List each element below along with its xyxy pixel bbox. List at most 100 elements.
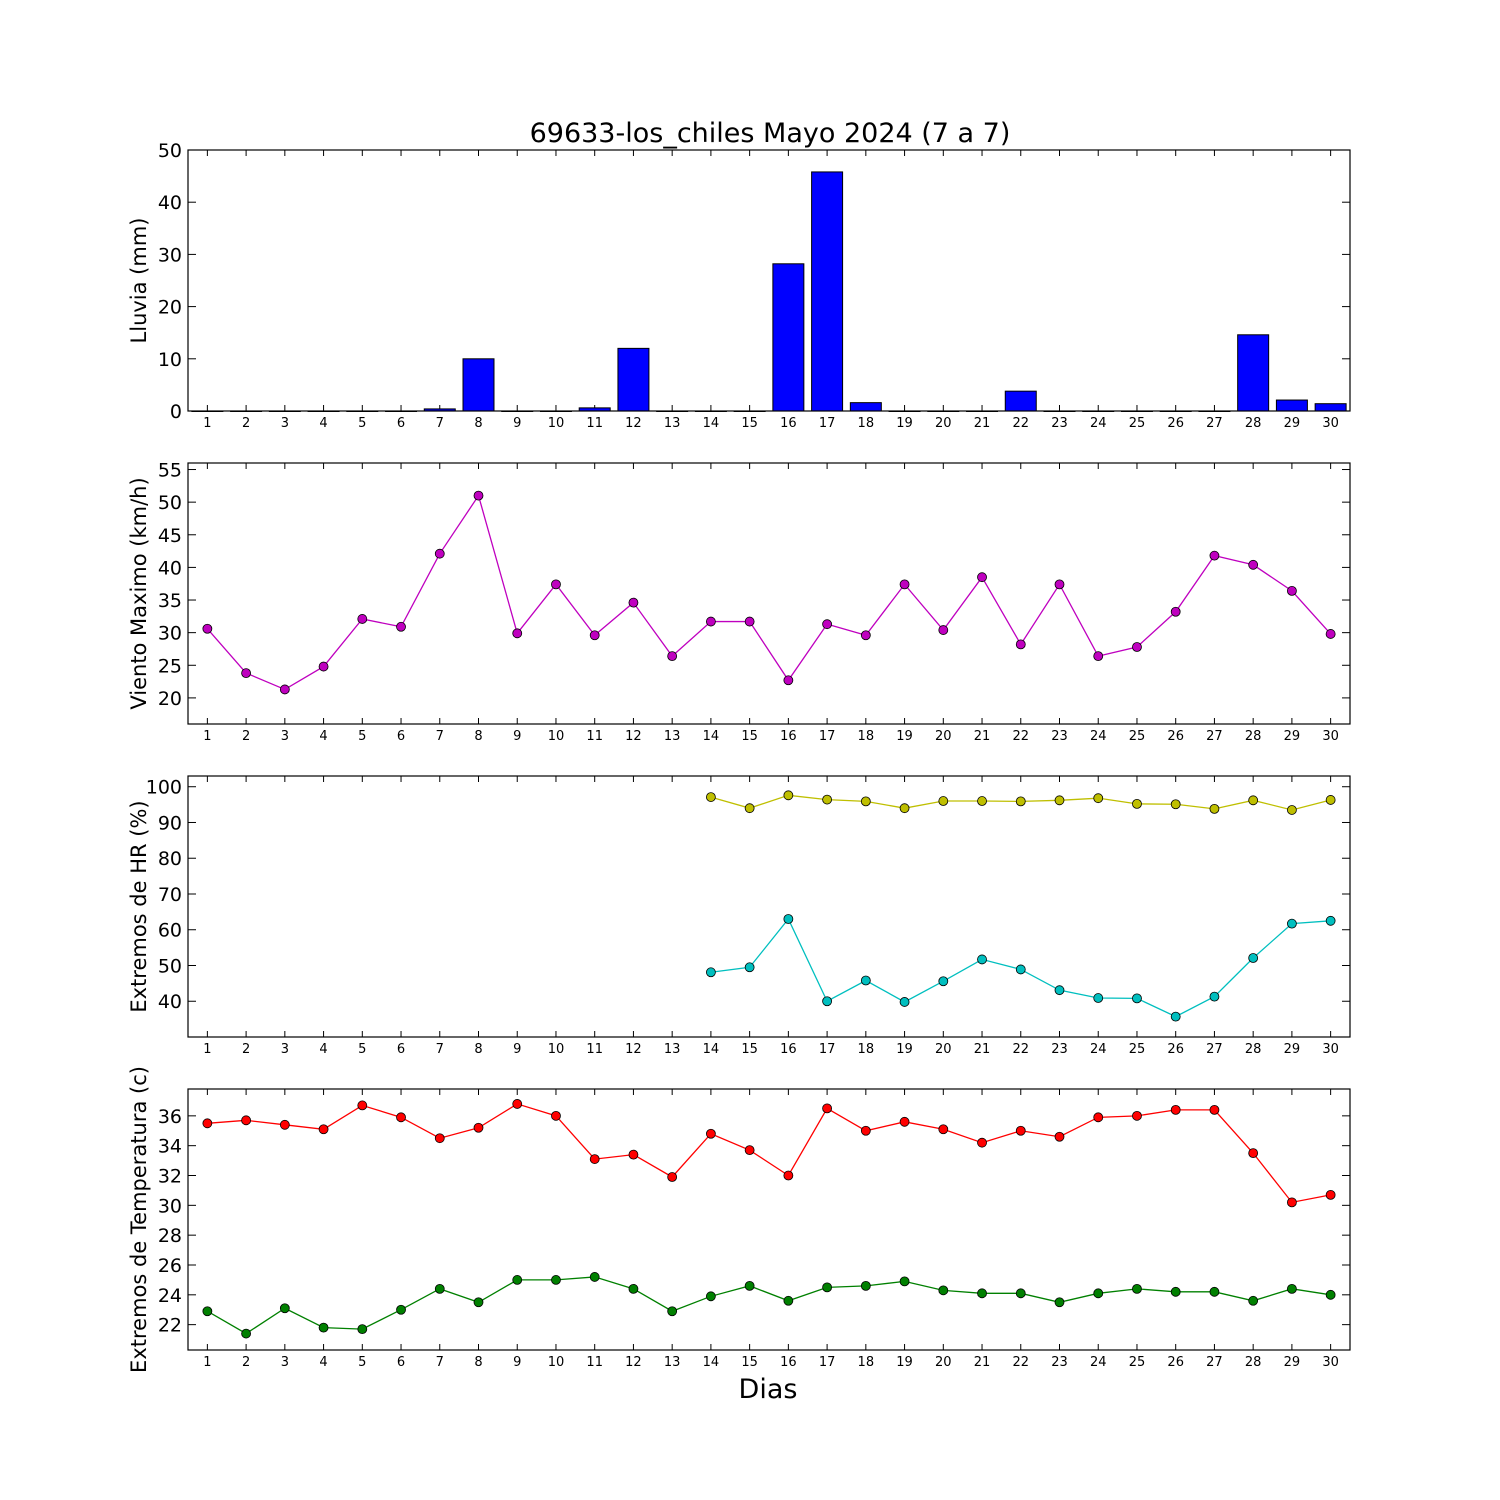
temperature-point xyxy=(1093,1112,1104,1123)
temperature-point xyxy=(822,1103,832,1114)
wind-xtick-label: 15 xyxy=(741,729,758,744)
wind-xtick-label: 7 xyxy=(436,729,444,744)
humidity-ytick-label: 90 xyxy=(158,812,182,834)
rain-xtick-label: 1 xyxy=(203,416,211,431)
rain-xtick-label: 30 xyxy=(1322,416,1339,431)
temperature-point xyxy=(938,1124,949,1135)
humidity-xtick-label: 19 xyxy=(896,1042,913,1057)
wind-point xyxy=(860,630,871,641)
temperature-xtick-label: 5 xyxy=(358,1355,366,1370)
wind-xtick-label: 29 xyxy=(1284,729,1301,744)
wind-point xyxy=(318,661,329,672)
temperature-point xyxy=(783,1295,794,1306)
rain-xtick-label: 10 xyxy=(548,416,565,431)
wind-xtick-label: 24 xyxy=(1090,729,1107,744)
temperature-point xyxy=(822,1282,832,1293)
rain-xtick-label: 21 xyxy=(974,416,991,431)
temperature-point xyxy=(512,1275,523,1285)
humidity-xtick-label: 9 xyxy=(513,1042,521,1057)
temperature-ylabel: Extremos de Temperatura (c) xyxy=(127,1066,151,1373)
temperature-series-line xyxy=(207,1103,1331,1204)
humidity-frame xyxy=(187,775,1351,1038)
humidity-point xyxy=(938,796,949,806)
rain-bar xyxy=(1314,403,1347,412)
rain-xtick-label: 26 xyxy=(1167,416,1184,431)
rain-ytick-label: 30 xyxy=(158,244,182,266)
wind-point xyxy=(706,616,716,627)
humidity-xtick-label: 30 xyxy=(1322,1042,1339,1057)
temperature-point xyxy=(977,1288,987,1299)
temperature-point xyxy=(1170,1286,1181,1297)
temperature-xtick-label: 20 xyxy=(935,1355,952,1370)
temperature-point xyxy=(1132,1283,1142,1294)
temperature-xtick-label: 13 xyxy=(664,1355,681,1370)
humidity-point xyxy=(899,997,910,1007)
temperature-xtick-label: 11 xyxy=(586,1355,603,1370)
temperature-xtick-label: 10 xyxy=(548,1355,565,1370)
temperature-xtick-label: 15 xyxy=(741,1355,758,1370)
humidity-point xyxy=(1132,993,1142,1004)
humidity-ytick-label: 60 xyxy=(158,920,182,942)
rain-xtick-label: 4 xyxy=(319,416,327,431)
wind-point xyxy=(744,616,755,627)
rain-xtick-label: 2 xyxy=(242,416,250,431)
wind-ytick-label: 35 xyxy=(158,590,182,612)
temperature-point xyxy=(1248,1295,1259,1306)
humidity-point xyxy=(1287,918,1297,929)
wind-xtick-label: 13 xyxy=(664,729,681,744)
rain-xtick-label: 28 xyxy=(1245,416,1262,431)
wind-xtick-label: 30 xyxy=(1322,729,1339,744)
wind-xtick-label: 1 xyxy=(203,729,211,744)
humidity-xtick-label: 11 xyxy=(586,1042,603,1057)
humidity-ylabel: Extremos de HR (%) xyxy=(127,800,151,1012)
temperature-point xyxy=(1015,1288,1026,1299)
rain-xtick-label: 20 xyxy=(935,416,952,431)
humidity-xtick-label: 27 xyxy=(1206,1042,1223,1057)
wind-point xyxy=(357,614,368,624)
wind-point xyxy=(473,490,484,501)
humidity-point xyxy=(1325,795,1336,805)
rain-bar xyxy=(617,347,650,412)
humidity-point xyxy=(1248,795,1259,806)
temperature-point xyxy=(318,1322,329,1333)
humidity-point xyxy=(1248,953,1259,963)
wind-point xyxy=(434,548,445,559)
wind-series-line xyxy=(206,494,1332,691)
temperature-point xyxy=(899,1276,910,1287)
temperature-point xyxy=(241,1328,252,1339)
humidity-point xyxy=(1054,985,1065,996)
rain-bar xyxy=(1004,390,1037,412)
humidity-xtick-label: 12 xyxy=(625,1042,642,1057)
wind-xtick-label: 25 xyxy=(1129,729,1146,744)
humidity-point xyxy=(822,996,832,1007)
rain-xtick-label: 22 xyxy=(1012,416,1029,431)
wind-point xyxy=(279,684,290,695)
temperature-xtick-label: 23 xyxy=(1051,1355,1068,1370)
temperature-series-line xyxy=(207,1276,1331,1335)
humidity-xtick-label: 5 xyxy=(358,1042,366,1057)
humidity-xtick-label: 4 xyxy=(319,1042,327,1057)
humidity-point xyxy=(1015,796,1026,807)
wind-point xyxy=(241,668,252,679)
humidity-point xyxy=(938,976,949,987)
wind-point xyxy=(1248,559,1259,570)
temperature-point xyxy=(1170,1104,1181,1115)
wind-point xyxy=(783,675,794,686)
humidity-point xyxy=(744,803,755,814)
wind-xtick-label: 27 xyxy=(1206,729,1223,744)
temperature-point xyxy=(551,1275,561,1285)
rain-frame xyxy=(187,149,1351,412)
temperature-xtick-label: 30 xyxy=(1322,1355,1339,1370)
temperature-xtick-label: 22 xyxy=(1012,1355,1029,1370)
humidity-xtick-label: 13 xyxy=(664,1042,681,1057)
rain-bar xyxy=(1275,399,1308,412)
humidity-xtick-label: 17 xyxy=(819,1042,836,1057)
humidity-xtick-label: 22 xyxy=(1012,1042,1029,1057)
temperature-point xyxy=(860,1280,871,1291)
temperature-point xyxy=(1209,1286,1220,1297)
temperature-point xyxy=(434,1283,445,1294)
rain-xtick-label: 11 xyxy=(586,416,603,431)
rain-xtick-label: 3 xyxy=(281,416,289,431)
